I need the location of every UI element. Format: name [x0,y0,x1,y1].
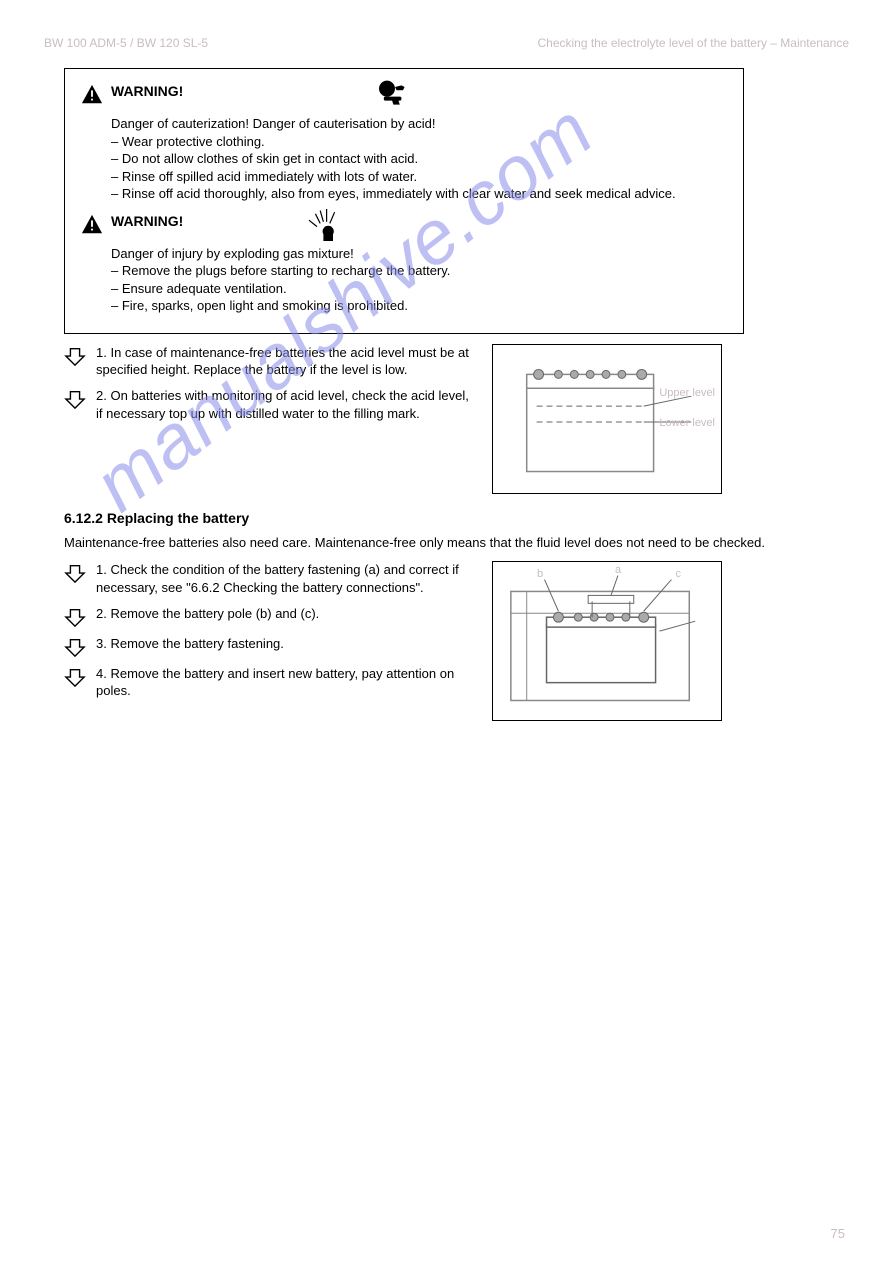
warning-icon [81,84,103,104]
warning-line: – Ensure adequate ventilation. [111,280,727,298]
fig-label-upper: Upper level [659,387,715,399]
page-header: BW 100 ADM-5 / BW 120 SL-5 Checking the … [44,36,849,50]
arrow-down-icon [64,388,86,410]
handcare-icon [371,79,411,111]
section-title: 6.12.2 Replacing the battery [64,510,849,526]
fig-label-c: c [676,568,682,580]
fig-label-a: b [537,568,543,580]
warning-line: – Do not allow clothes of skin get in co… [111,150,727,168]
header-left: BW 100 ADM-5 / BW 120 SL-5 [44,36,208,50]
step-item: 4. Remove the battery and insert new bat… [64,665,474,700]
step-text: 1. Check the condition of the battery fa… [96,561,474,596]
warning-line: Danger of injury by exploding gas mixtur… [111,245,727,263]
step-item: 1. Check the condition of the battery fa… [64,561,474,596]
page-number: 75 [831,1226,845,1241]
step-item: 2. Remove the battery pole (b) and (c). [64,605,474,627]
explosion-icon [301,209,341,241]
warning-line: – Remove the plugs before starting to re… [111,262,727,280]
warning-line: – Wear protective clothing. [111,133,727,151]
step-text: 3. Remove the battery fastening. [96,635,284,653]
content-row: 1. In case of maintenance-free batteries… [64,344,849,494]
step-text: 1. In case of maintenance-free batteries… [96,344,474,379]
header-right: Checking the electrolyte level of the ba… [537,36,849,50]
fig-label-lower: Lower level [659,417,715,429]
figure-battery-level: Upper level Lower level [492,344,722,494]
step-item: 3. Remove the battery fastening. [64,635,474,657]
arrow-down-icon [64,345,86,367]
step-text: 4. Remove the battery and insert new bat… [96,665,474,700]
warning-line: – Fire, sparks, open light and smoking i… [111,297,727,315]
content-row: 1. Check the condition of the battery fa… [64,561,849,721]
arrow-down-icon [64,666,86,688]
steps-col: 1. Check the condition of the battery fa… [64,561,474,707]
steps-col: 1. In case of maintenance-free batteries… [64,344,474,430]
step-item: 2. On batteries with monitoring of acid … [64,387,474,422]
figure-battery-install: b a c [492,561,722,721]
warning-row: WARNING! [81,213,727,241]
arrow-down-icon [64,562,86,584]
page: BW 100 ADM-5 / BW 120 SL-5 Checking the … [0,0,893,1263]
section-subtitle: Maintenance-free batteries also need car… [64,534,849,552]
warning-label: WARNING! [111,213,183,229]
warning-row: WARNING! [81,83,727,111]
step-text: 2. Remove the battery pole (b) and (c). [96,605,319,623]
arrow-down-icon [64,636,86,658]
warning-text: Danger of injury by exploding gas mixtur… [111,245,727,315]
arrow-down-icon [64,606,86,628]
warning-line: – Rinse off acid thoroughly, also from e… [111,185,727,203]
warning-box: WARNING! Danger of cauterization! Danger… [64,68,744,334]
step-text: 2. On batteries with monitoring of acid … [96,387,474,422]
fig-label-b: a [615,564,621,576]
step-item: 1. In case of maintenance-free batteries… [64,344,474,379]
warning-line: Danger of cauterization! Danger of caute… [111,115,727,133]
warning-line: – Rinse off spilled acid immediately wit… [111,168,727,186]
warning-text: Danger of cauterization! Danger of caute… [111,115,727,203]
warning-icon [81,214,103,234]
warning-label: WARNING! [111,83,183,99]
